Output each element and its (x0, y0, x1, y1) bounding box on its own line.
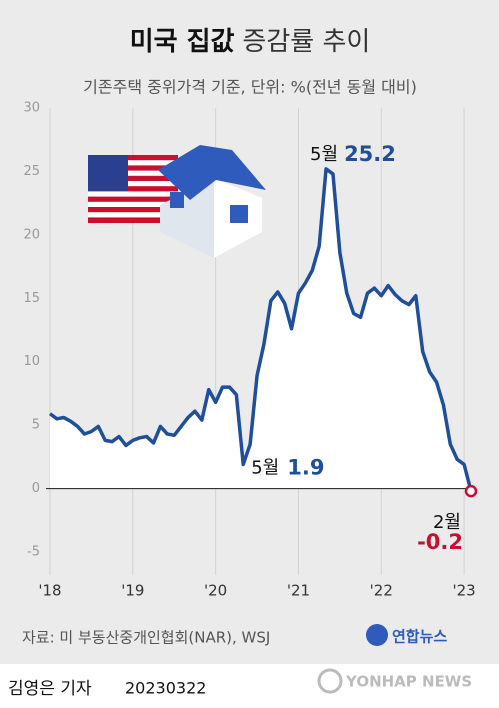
y-tick-label: 5 (32, 418, 40, 433)
illustration (88, 145, 266, 258)
x-tick-label: '21 (287, 582, 310, 600)
title-bold: 미국 집값 (130, 27, 235, 57)
y-tick-label: 15 (23, 291, 40, 306)
x-tick-label: '22 (370, 582, 393, 600)
source: 자료: 미 부동산중개인협회(NAR), WSJ (22, 629, 270, 647)
y-tick-label: 20 (23, 227, 40, 242)
y-tick-label: 25 (23, 164, 40, 179)
logo-mark (366, 624, 388, 646)
area (50, 168, 471, 492)
reporter: 김영은 기자 (8, 679, 92, 699)
y-tick-label: 0 (32, 481, 40, 496)
chart-title: 미국 집값 증감률 추이 (130, 27, 371, 57)
y-tick-label: -5 (27, 545, 40, 560)
line (48, 167, 473, 492)
chimney (178, 158, 188, 174)
value-label: -0.2 (417, 530, 463, 554)
subtitle: 기존주택 중위가격 기준, 단위: %(전년 동월 대비) (83, 78, 417, 97)
point-label: 5월 (251, 457, 279, 478)
value-label: 1.9 (287, 455, 324, 479)
background (0, 0, 499, 664)
end-marker (464, 484, 478, 498)
title-rest: 증감률 추이 (242, 27, 370, 57)
footer-background (0, 664, 499, 708)
x-tick-label: '19 (121, 582, 144, 600)
point-label: 5월 (310, 144, 338, 165)
logo: 연합뉴스 (392, 628, 447, 646)
x-tick-label: '23 (452, 582, 475, 600)
logo-en-mark (317, 668, 343, 694)
date: 20230322 (125, 679, 206, 698)
flag-stripes (88, 155, 178, 223)
y-tick-label: 30 (23, 101, 40, 116)
flag-canton (88, 155, 128, 191)
y-tick-label: 10 (23, 354, 40, 369)
house-window (170, 192, 184, 208)
plot: '18 '19 '20 '21 '22 '23 -5 0 5 10 15 20 25 30 5월 1.9 5월 2… (23, 101, 478, 600)
logo-en: YONHAP NEWS (345, 673, 472, 691)
point-label: 2월 (433, 512, 461, 533)
value-label: 25.2 (344, 142, 396, 166)
house-window (230, 205, 248, 223)
x-tick-label: '18 (38, 582, 61, 600)
x-tick-label: '20 (204, 582, 227, 600)
